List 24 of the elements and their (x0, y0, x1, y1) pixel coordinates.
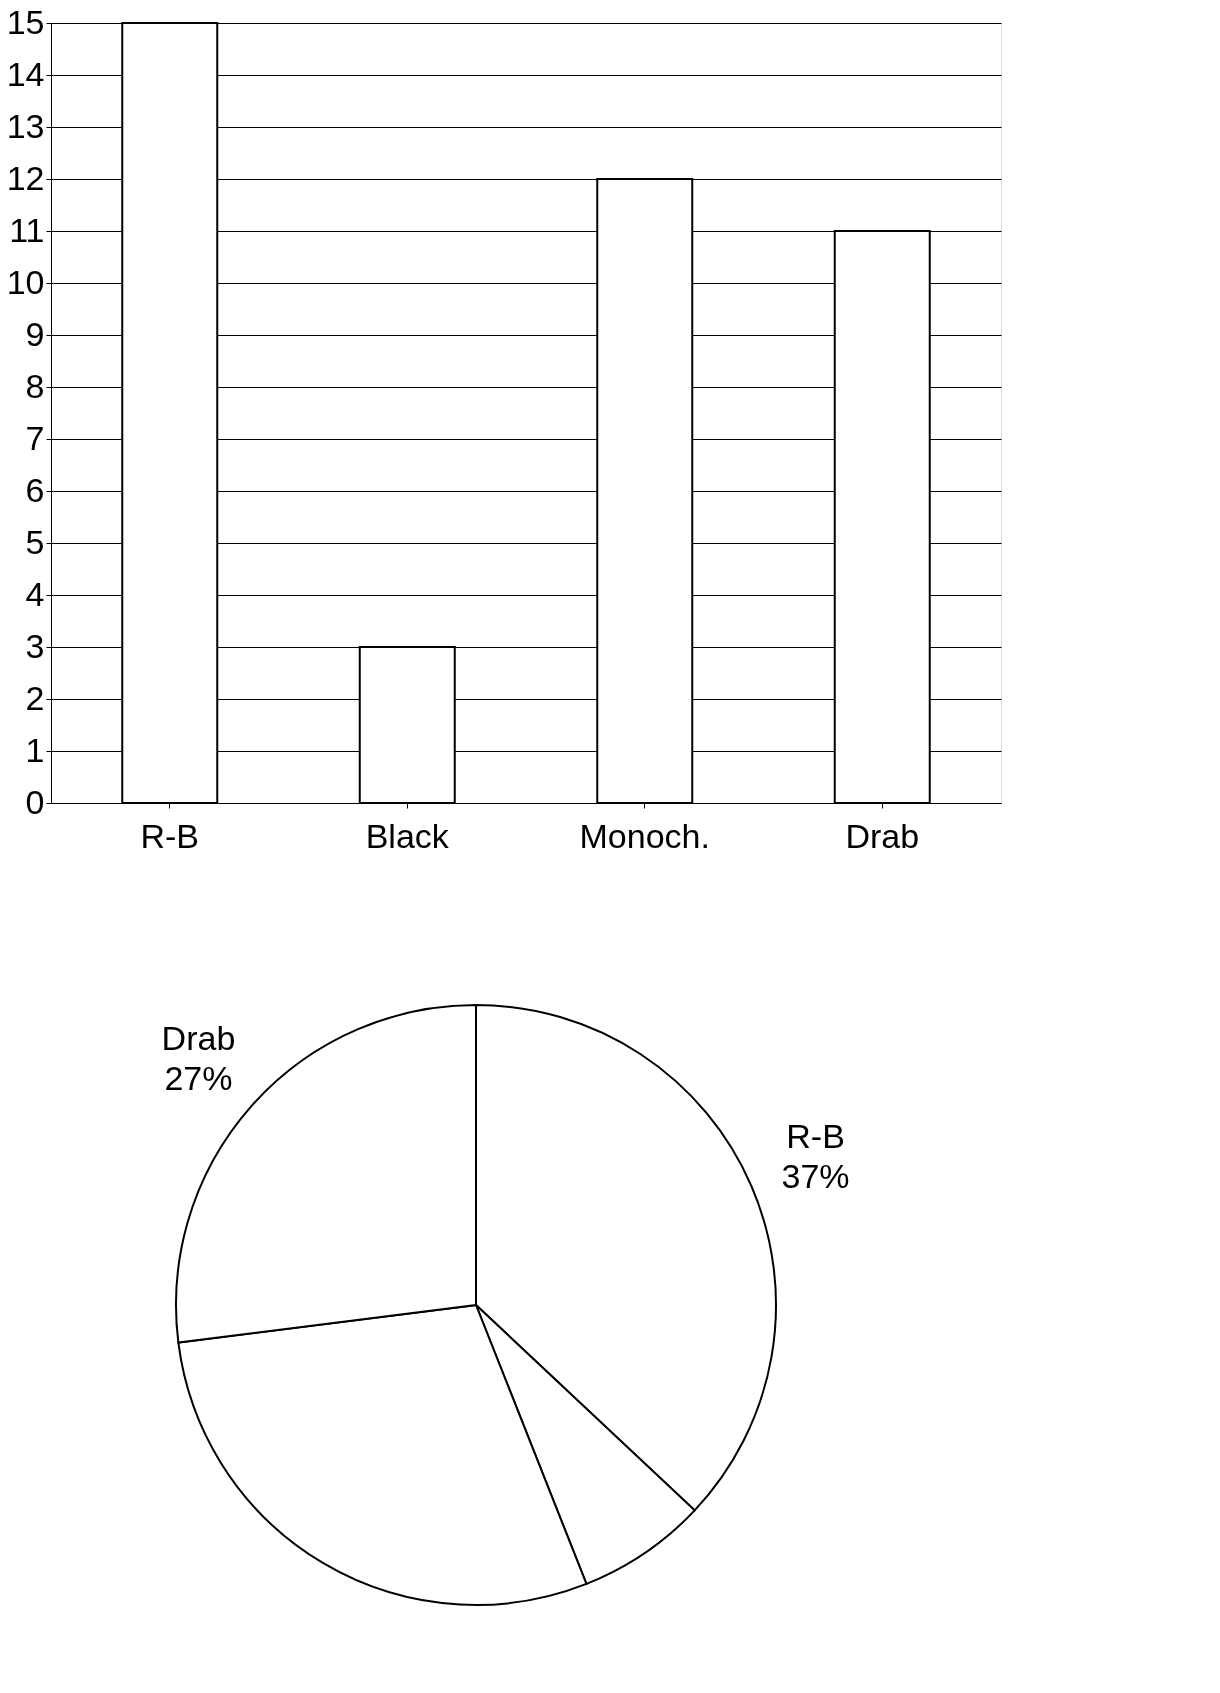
x-tick-label: Drab (845, 816, 920, 855)
y-tick-label: 1 (25, 730, 45, 769)
y-tick-label: 10 (6, 262, 45, 301)
x-tick-label: R-B (140, 816, 200, 855)
y-tick-label: 5 (25, 522, 45, 561)
x-tick-label: Black (365, 816, 450, 855)
y-tick-label: 15 (6, 2, 45, 41)
y-tick-label: 2 (25, 678, 45, 717)
y-tick-label: 0 (25, 782, 45, 821)
y-tick-label: 3 (25, 626, 45, 665)
y-tick-label: 11 (9, 210, 45, 249)
y-tick-label: 13 (6, 106, 45, 145)
y-tick-label: 6 (25, 470, 45, 509)
y-tick-label: 12 (6, 158, 45, 197)
y-tick-label: 7 (25, 418, 45, 457)
data-label: 37% (781, 1157, 850, 1196)
data-label: 27% (164, 1059, 233, 1098)
slice-label: Drab (161, 1019, 236, 1058)
y-tick-label: 14 (6, 54, 45, 93)
y-tick-label: 9 (25, 314, 45, 353)
slice-label: R-B (786, 1117, 845, 1156)
x-tick-label: Monoch. (579, 816, 710, 855)
y-tick-label: 8 (25, 366, 45, 405)
y-tick-label: 4 (25, 574, 45, 613)
